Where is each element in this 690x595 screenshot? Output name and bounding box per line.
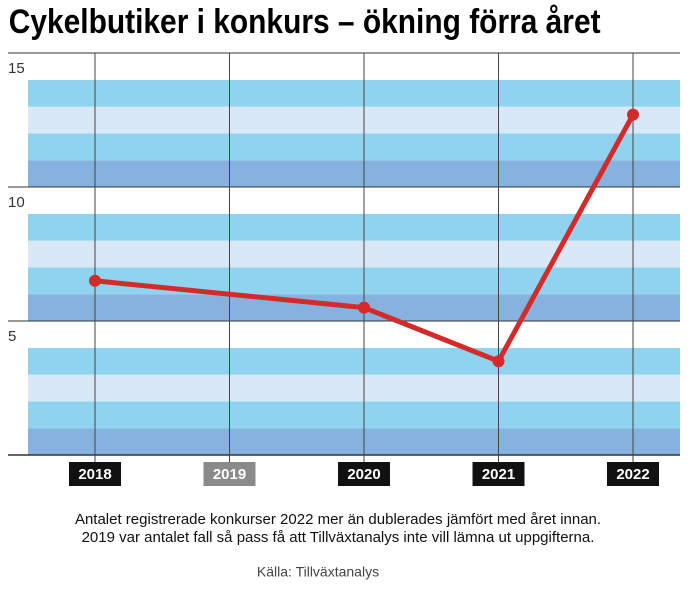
data-point xyxy=(89,274,101,287)
x-tick-label: 2020 xyxy=(347,466,380,483)
data-point xyxy=(627,108,639,121)
band xyxy=(28,79,680,107)
band xyxy=(28,374,680,402)
band xyxy=(28,53,680,80)
x-tick-label: 2022 xyxy=(616,466,649,483)
band xyxy=(28,213,680,241)
x-tick-box xyxy=(338,462,390,486)
y-tick-label: 15 xyxy=(8,60,25,77)
band xyxy=(28,187,680,214)
data-line xyxy=(94,113,636,364)
background-bands xyxy=(28,53,680,455)
x-tick-label: 2018 xyxy=(78,466,111,483)
band xyxy=(28,321,680,348)
x-tick-box xyxy=(69,462,121,486)
x-tick-box xyxy=(472,462,525,486)
note: Antalet registrerade konkurser 2022 mer … xyxy=(75,511,601,528)
x-tick-label: 2019 xyxy=(213,466,246,483)
band xyxy=(28,133,680,161)
band xyxy=(28,428,680,455)
source: Källa: Tillväxtanalys xyxy=(257,564,379,580)
band xyxy=(28,267,680,295)
x-tick-box xyxy=(607,462,659,486)
band xyxy=(28,240,680,268)
band xyxy=(28,401,680,429)
y-tick-label: 5 xyxy=(8,328,16,345)
band xyxy=(28,106,680,134)
note: 2019 var antalet fall så pass få att Til… xyxy=(82,529,595,546)
x-tick-box xyxy=(203,462,256,486)
chart-title: Cykelbutiker i konkurs – ökning förra år… xyxy=(9,2,601,40)
data-point xyxy=(492,355,505,368)
band xyxy=(28,160,680,187)
x-tick-label: 2021 xyxy=(482,466,515,483)
data-point xyxy=(358,301,370,314)
y-tick-label: 10 xyxy=(8,194,25,211)
band xyxy=(28,347,680,375)
